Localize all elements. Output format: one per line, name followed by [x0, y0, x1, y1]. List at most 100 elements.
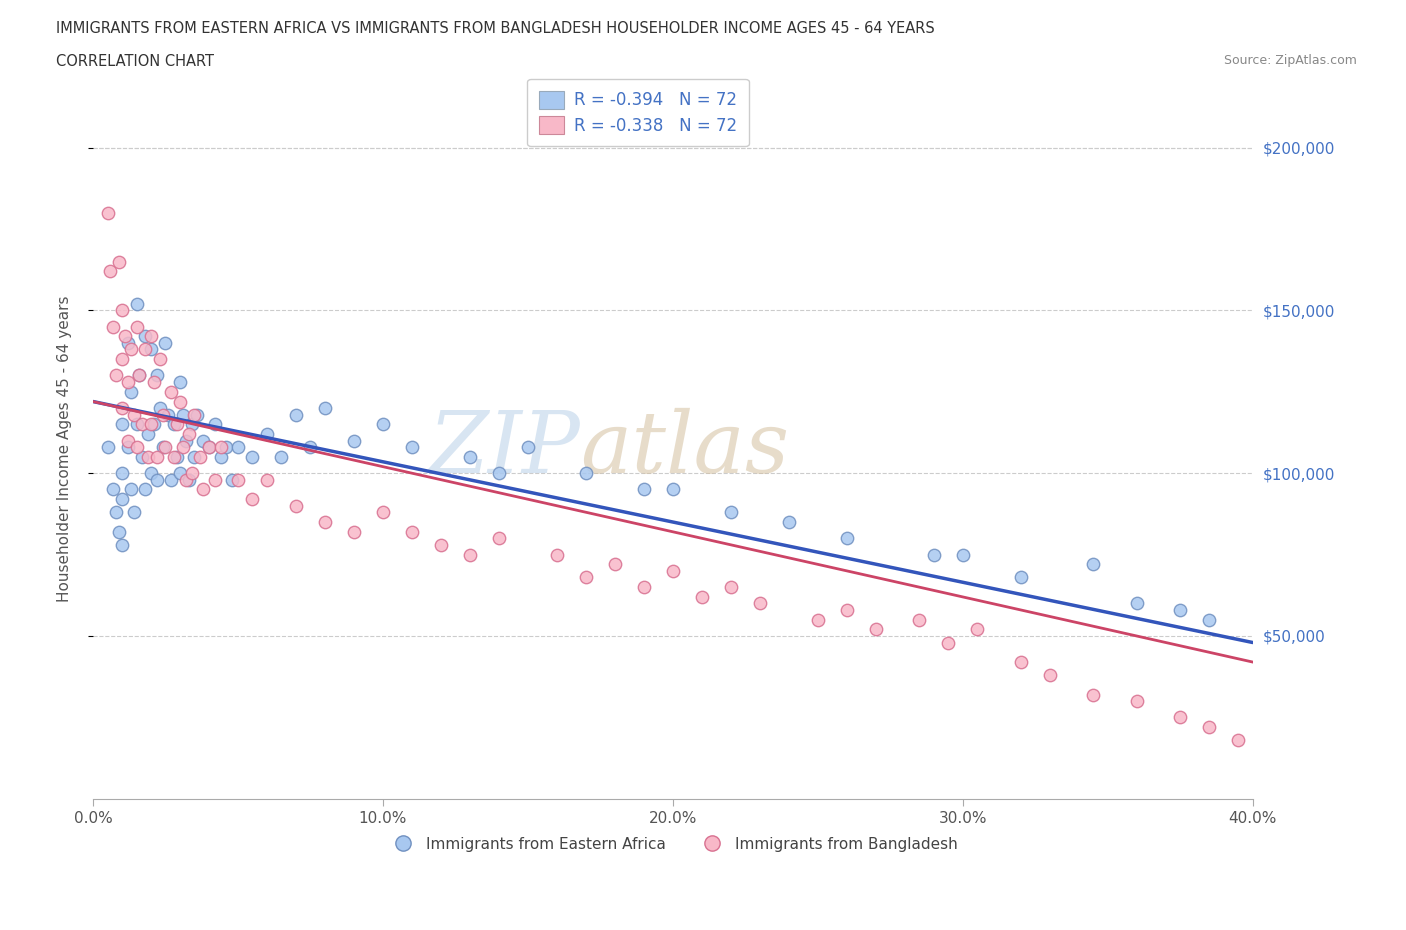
Point — [720, 505, 742, 520]
Point — [111, 492, 134, 507]
Point — [142, 417, 165, 432]
Point — [256, 427, 278, 442]
Point — [226, 472, 249, 487]
Point — [546, 547, 568, 562]
Text: Source: ZipAtlas.com: Source: ZipAtlas.com — [1223, 54, 1357, 67]
Point — [215, 440, 238, 455]
Point — [111, 466, 134, 481]
Point — [662, 564, 685, 578]
Point — [131, 449, 153, 464]
Point — [146, 368, 169, 383]
Point — [221, 472, 243, 487]
Point — [1083, 557, 1105, 572]
Point — [908, 612, 931, 627]
Point — [139, 466, 162, 481]
Point — [155, 440, 177, 455]
Point — [160, 472, 183, 487]
Point — [209, 449, 232, 464]
Point — [204, 417, 226, 432]
Point — [103, 319, 125, 334]
Point — [198, 440, 221, 455]
Text: atlas: atlas — [581, 407, 789, 490]
Point — [146, 472, 169, 487]
Point — [139, 329, 162, 344]
Point — [186, 407, 208, 422]
Point — [314, 401, 336, 416]
Point — [128, 368, 150, 383]
Point — [1168, 603, 1191, 618]
Point — [117, 433, 139, 448]
Point — [120, 482, 142, 497]
Point — [748, 596, 770, 611]
Point — [371, 417, 394, 432]
Point — [633, 482, 655, 497]
Point — [111, 538, 134, 552]
Point — [1083, 687, 1105, 702]
Point — [155, 336, 177, 351]
Point — [284, 498, 307, 513]
Point — [172, 407, 194, 422]
Point — [1010, 570, 1032, 585]
Point — [633, 579, 655, 594]
Point — [690, 590, 713, 604]
Point — [120, 384, 142, 399]
Point — [152, 440, 174, 455]
Point — [177, 427, 200, 442]
Point — [209, 440, 232, 455]
Point — [166, 417, 188, 432]
Point — [169, 375, 191, 390]
Point — [952, 547, 974, 562]
Point — [183, 449, 205, 464]
Point — [1039, 668, 1062, 683]
Point — [108, 254, 131, 269]
Point — [134, 342, 156, 357]
Point — [1198, 612, 1220, 627]
Point — [193, 482, 215, 497]
Point — [807, 612, 830, 627]
Point — [160, 384, 183, 399]
Text: IMMIGRANTS FROM EASTERN AFRICA VS IMMIGRANTS FROM BANGLADESH HOUSEHOLDER INCOME : IMMIGRANTS FROM EASTERN AFRICA VS IMMIGR… — [56, 21, 935, 36]
Point — [488, 531, 510, 546]
Point — [922, 547, 945, 562]
Point — [1125, 694, 1147, 709]
Point — [131, 417, 153, 432]
Point — [166, 449, 188, 464]
Point — [139, 342, 162, 357]
Point — [105, 505, 128, 520]
Point — [96, 206, 118, 220]
Point — [149, 352, 172, 366]
Point — [174, 472, 197, 487]
Point — [125, 440, 148, 455]
Point — [117, 336, 139, 351]
Point — [108, 525, 131, 539]
Point — [125, 319, 148, 334]
Point — [105, 368, 128, 383]
Point — [242, 449, 264, 464]
Point — [242, 492, 264, 507]
Y-axis label: Householder Income Ages 45 - 64 years: Householder Income Ages 45 - 64 years — [58, 296, 72, 602]
Point — [198, 440, 221, 455]
Point — [1168, 710, 1191, 724]
Point — [120, 342, 142, 357]
Point — [835, 603, 858, 618]
Point — [111, 401, 134, 416]
Point — [128, 368, 150, 383]
Point — [122, 505, 145, 520]
Point — [603, 557, 626, 572]
Point — [226, 440, 249, 455]
Point — [111, 352, 134, 366]
Legend: Immigrants from Eastern Africa, Immigrants from Bangladesh: Immigrants from Eastern Africa, Immigran… — [382, 830, 963, 857]
Point — [136, 427, 159, 442]
Text: CORRELATION CHART: CORRELATION CHART — [56, 54, 214, 69]
Point — [458, 449, 481, 464]
Point — [1125, 596, 1147, 611]
Point — [204, 472, 226, 487]
Point — [174, 433, 197, 448]
Point — [146, 449, 169, 464]
Point — [343, 433, 366, 448]
Point — [314, 514, 336, 529]
Text: ZIP: ZIP — [429, 407, 581, 490]
Point — [778, 514, 800, 529]
Point — [256, 472, 278, 487]
Point — [270, 449, 292, 464]
